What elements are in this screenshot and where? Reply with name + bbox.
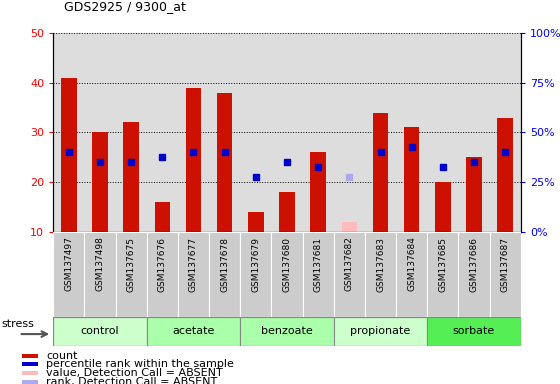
Text: GSM137687: GSM137687 bbox=[501, 237, 510, 291]
Bar bbox=[61, 78, 77, 232]
Bar bbox=[427, 317, 521, 346]
Bar bbox=[178, 232, 209, 317]
Text: GSM137497: GSM137497 bbox=[64, 237, 73, 291]
Text: rank, Detection Call = ABSENT: rank, Detection Call = ABSENT bbox=[46, 377, 217, 384]
Bar bbox=[240, 232, 272, 317]
Text: GSM137681: GSM137681 bbox=[314, 237, 323, 291]
Bar bbox=[209, 232, 240, 317]
Text: GDS2925 / 9300_at: GDS2925 / 9300_at bbox=[64, 0, 186, 13]
Bar bbox=[466, 157, 482, 232]
Bar bbox=[365, 232, 396, 317]
Bar bbox=[310, 152, 326, 232]
Bar bbox=[53, 232, 85, 317]
Bar bbox=[155, 202, 170, 232]
Bar bbox=[22, 379, 38, 384]
Text: acetate: acetate bbox=[172, 326, 214, 336]
Text: GSM137498: GSM137498 bbox=[95, 237, 105, 291]
Bar bbox=[427, 232, 459, 317]
Bar bbox=[342, 222, 357, 232]
Bar bbox=[396, 232, 427, 317]
Bar bbox=[217, 93, 232, 232]
Bar bbox=[240, 317, 334, 346]
Bar bbox=[272, 232, 302, 317]
Bar bbox=[123, 122, 139, 232]
Bar bbox=[279, 192, 295, 232]
Bar bbox=[435, 182, 451, 232]
Bar bbox=[373, 113, 388, 232]
Text: GSM137682: GSM137682 bbox=[345, 237, 354, 291]
Text: GSM137679: GSM137679 bbox=[251, 237, 260, 291]
Text: control: control bbox=[81, 326, 119, 336]
Bar bbox=[186, 88, 201, 232]
Bar bbox=[85, 232, 115, 317]
Text: GSM137685: GSM137685 bbox=[438, 237, 447, 291]
Text: count: count bbox=[46, 351, 78, 361]
Text: benzoate: benzoate bbox=[261, 326, 313, 336]
Text: GSM137677: GSM137677 bbox=[189, 237, 198, 291]
Text: GSM137683: GSM137683 bbox=[376, 237, 385, 291]
Bar bbox=[147, 232, 178, 317]
Bar bbox=[497, 118, 513, 232]
Bar bbox=[22, 371, 38, 375]
Text: GSM137684: GSM137684 bbox=[407, 237, 416, 291]
Bar bbox=[53, 317, 147, 346]
Text: value, Detection Call = ABSENT: value, Detection Call = ABSENT bbox=[46, 368, 223, 378]
Bar bbox=[22, 362, 38, 366]
Bar bbox=[248, 212, 264, 232]
Bar bbox=[334, 317, 427, 346]
Text: GSM137678: GSM137678 bbox=[220, 237, 229, 291]
Bar bbox=[459, 232, 489, 317]
Text: GSM137680: GSM137680 bbox=[282, 237, 292, 291]
Bar bbox=[302, 232, 334, 317]
Bar bbox=[92, 132, 108, 232]
Text: propionate: propionate bbox=[351, 326, 410, 336]
Bar bbox=[404, 127, 419, 232]
Bar bbox=[489, 232, 521, 317]
Text: percentile rank within the sample: percentile rank within the sample bbox=[46, 359, 234, 369]
Text: sorbate: sorbate bbox=[453, 326, 495, 336]
Text: stress: stress bbox=[1, 319, 34, 329]
Bar bbox=[334, 232, 365, 317]
Text: GSM137676: GSM137676 bbox=[158, 237, 167, 291]
Text: GSM137686: GSM137686 bbox=[469, 237, 479, 291]
Bar bbox=[115, 232, 147, 317]
Bar bbox=[22, 354, 38, 358]
Text: GSM137675: GSM137675 bbox=[127, 237, 136, 291]
Bar bbox=[147, 317, 240, 346]
